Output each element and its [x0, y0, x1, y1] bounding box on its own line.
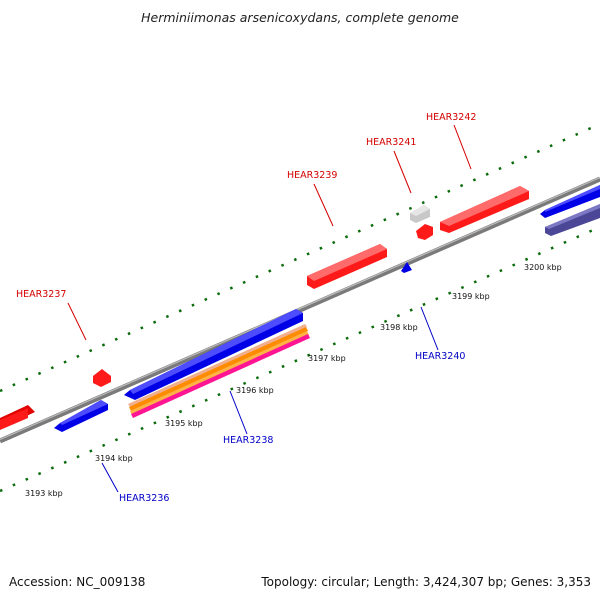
callout-hear3238	[229, 390, 248, 435]
callout-hear3239	[313, 183, 334, 227]
forward-genes	[0, 186, 529, 430]
reverse-genes	[54, 185, 600, 432]
genome-summary-text: Topology: circular; Length: 3,424,307 bp…	[261, 575, 591, 589]
kbp-labels: 3193 kbp 3194 kbp 3195 kbp 3196 kbp 3197…	[25, 263, 562, 498]
gene-feature	[545, 204, 600, 229]
lower-tick-track	[0, 225, 600, 493]
accession-text: Accession: NC_009138	[9, 575, 146, 589]
gene-feature	[93, 369, 111, 387]
callout-hear3237	[67, 302, 87, 341]
upper-tick-track	[0, 122, 600, 393]
callout-hear3236	[101, 462, 119, 493]
gene-label: HEAR3236	[119, 493, 169, 504]
kbp-label: 3197 kbp	[308, 354, 346, 363]
gene-feature	[0, 408, 28, 430]
genome-backbone-highlight	[0, 176, 600, 441]
gene-feature	[307, 244, 387, 281]
lower-gene-labels: HEAR3236 HEAR3238 HEAR3240	[119, 351, 465, 504]
gene-label: HEAR3241	[366, 137, 416, 148]
gene-feature	[410, 205, 430, 216]
kbp-label: 3193 kbp	[25, 489, 63, 498]
gene-label: HEAR3238	[223, 435, 273, 446]
feature-track	[129, 327, 308, 411]
gene-label: HEAR3240	[415, 351, 465, 362]
callout-lines	[67, 124, 472, 493]
callout-hear3242	[453, 124, 472, 170]
kbp-label: 3196 kbp	[236, 386, 274, 395]
feature-track	[131, 334, 310, 418]
kbp-label: 3199 kbp	[452, 292, 490, 301]
callout-hear3240	[420, 306, 439, 351]
upper-gene-labels: HEAR3237 HEAR3239 HEAR3241 HEAR3242	[16, 112, 476, 300]
feature-track	[130, 331, 309, 415]
gene-feature	[416, 224, 433, 240]
gene-label: HEAR3242	[426, 112, 476, 123]
gene-feature	[440, 186, 529, 226]
kbp-label: 3200 kbp	[524, 263, 562, 272]
gene-feature	[545, 185, 600, 212]
kbp-label: 3198 kbp	[380, 323, 418, 332]
gene-feature	[130, 309, 303, 394]
gene-feature	[60, 400, 108, 425]
feature-track	[128, 324, 307, 407]
genome-backbone	[0, 176, 600, 444]
gene-feature	[401, 262, 412, 273]
kbp-label: 3195 kbp	[165, 419, 203, 428]
kbp-label: 3194 kbp	[95, 454, 133, 463]
genome-title: Herminiimonas arsenicoxydans, complete g…	[141, 10, 459, 25]
gene-label: HEAR3237	[16, 289, 66, 300]
gene-label: HEAR3239	[287, 170, 337, 181]
callout-hear3241	[393, 150, 412, 194]
